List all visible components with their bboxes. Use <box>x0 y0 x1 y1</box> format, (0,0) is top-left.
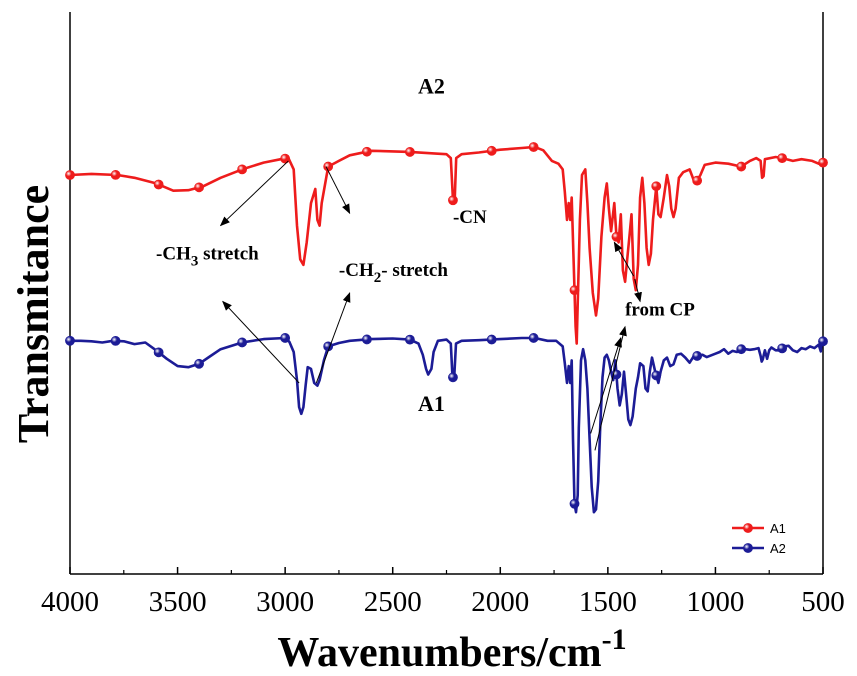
data-point-A2 <box>569 498 580 509</box>
x-tick-label: 500 <box>801 586 845 618</box>
annotation-suffix: stretch <box>198 243 259 264</box>
data-point-A1 <box>818 157 828 168</box>
x-tick-label: 3500 <box>149 586 207 618</box>
data-point-A1 <box>486 145 497 156</box>
data-point-A2 <box>405 334 415 345</box>
annotation-arrow <box>613 241 635 277</box>
series-label: A2 <box>418 73 445 98</box>
annotation-arrow <box>315 292 351 384</box>
data-point-A2 <box>110 336 121 346</box>
annotation-arrow <box>219 160 289 227</box>
annotation-label: -CH3 stretch <box>156 243 259 269</box>
y-axis-title: Transmitance <box>9 185 58 443</box>
data-point-A1 <box>361 146 372 157</box>
data-point-A2 <box>237 337 248 348</box>
x-tick-label: 1500 <box>579 586 637 618</box>
data-point-A1 <box>569 285 580 296</box>
annotation-label: from CP <box>625 299 695 320</box>
data-point-A1 <box>651 181 662 192</box>
data-point-A2 <box>777 343 788 354</box>
annotation-arrow <box>222 300 300 384</box>
annotation-subscript: 3 <box>191 253 199 269</box>
x-axis-ticks: 4000 3500 3000 2500 2000 1500 1000 500 <box>41 567 845 618</box>
data-point-A1 <box>405 147 415 157</box>
x-axis-title-superscript: -1 <box>602 623 627 656</box>
data-point-A2 <box>818 336 828 347</box>
annotation-arrow <box>325 166 351 215</box>
annotation-suffix: - stretch <box>381 260 448 281</box>
data-point-A2 <box>65 335 75 346</box>
data-point-A1 <box>777 153 788 164</box>
data-point-A2 <box>280 333 291 343</box>
annotation-label: -CN <box>453 207 487 228</box>
annotation-text: -CH <box>156 243 191 264</box>
data-point-A2 <box>448 372 458 383</box>
annotation-arrow <box>590 337 622 434</box>
data-point-A1 <box>153 179 164 190</box>
data-point-A2 <box>651 370 662 381</box>
data-point-A1 <box>611 231 622 242</box>
legend-marker-A1 <box>743 523 753 533</box>
legend-label: A2 <box>770 541 786 556</box>
data-point-A1 <box>194 182 204 193</box>
x-tick-label: 2000 <box>471 586 529 618</box>
data-point-A2 <box>692 351 703 361</box>
annotation-arrow <box>594 325 627 451</box>
data-point-A2 <box>153 347 164 358</box>
data-point-A2 <box>528 333 539 343</box>
legend-marker-A2 <box>743 543 753 553</box>
plot-area <box>69 12 824 575</box>
data-point-A1 <box>237 164 248 175</box>
data-point-A1 <box>692 175 703 186</box>
data-point-A2 <box>736 344 747 355</box>
annotation-label: -CH2- stretch <box>339 260 448 286</box>
annotation-subscript: 2 <box>374 270 382 286</box>
annotation-text: from CP <box>625 299 695 320</box>
data-point-A1 <box>65 170 75 180</box>
x-tick-label: 4000 <box>41 586 99 618</box>
series-layer <box>65 142 828 514</box>
data-point-A1 <box>110 170 121 180</box>
x-tick-label: 2500 <box>364 586 422 618</box>
annotation-arrow <box>634 278 642 303</box>
annotation-text: -CN <box>453 207 487 228</box>
data-point-A1 <box>280 153 291 164</box>
x-tick-label: 3000 <box>256 586 314 618</box>
series-label: A1 <box>418 391 445 416</box>
x-axis-title: Wavenumbers/cm-1 <box>277 623 626 676</box>
data-point-A2 <box>361 334 372 345</box>
x-axis-title-text: Wavenumbers/cm <box>277 630 601 676</box>
x-tick-label: 1000 <box>686 586 744 618</box>
data-point-A2 <box>486 334 497 345</box>
data-point-A1 <box>448 195 458 206</box>
annotation-text: -CH <box>339 260 374 281</box>
data-point-A1 <box>528 142 539 152</box>
data-point-A1 <box>736 161 747 172</box>
legend-label: A1 <box>770 521 786 536</box>
series-line-A2 <box>70 336 824 514</box>
data-point-A2 <box>194 358 204 369</box>
